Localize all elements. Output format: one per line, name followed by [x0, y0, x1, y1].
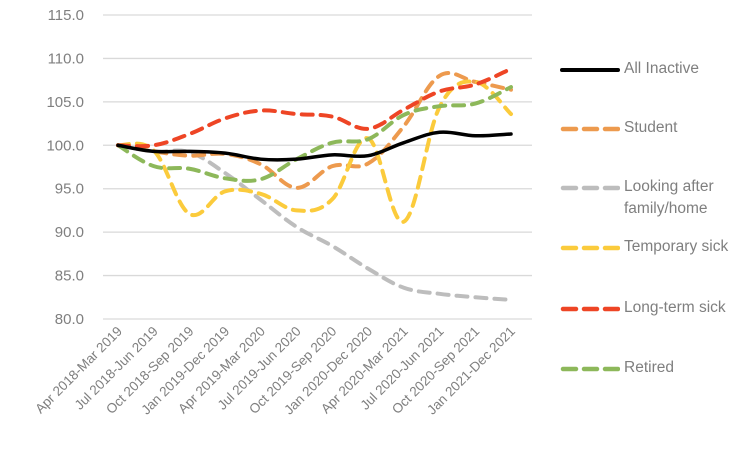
- y-tick-label: 90.0: [55, 224, 84, 241]
- legend-swatch-dashed-icon: [560, 185, 620, 191]
- series-lines: [116, 66, 513, 302]
- series-line-long-term-sick: [116, 66, 513, 149]
- legend-swatch-dashed-icon: [560, 126, 620, 132]
- legend-swatch-dashed-icon: [560, 245, 620, 251]
- legend-label: Long-term sick: [624, 299, 726, 316]
- y-tick-label: 80.0: [55, 311, 84, 328]
- legend-label: All Inactive: [624, 60, 699, 77]
- y-tick-label: 100.0: [46, 137, 84, 154]
- y-tick-label: 105.0: [46, 94, 84, 111]
- y-axis-ticks: 115.0 110.0 105.0 100.0 95.0 90.0 85.0 80.0: [46, 7, 84, 328]
- gridlines: [103, 14, 532, 320]
- y-tick-label: 110.0: [48, 50, 84, 67]
- legend-item-all-inactive: All Inactive: [560, 60, 699, 80]
- series-line-retired: [116, 85, 513, 183]
- legend-item-long-term-sick: Long-term sick: [560, 299, 726, 319]
- legend-swatch-solid-icon: [560, 68, 620, 72]
- legend-label: Student: [624, 119, 678, 136]
- legend-label: Retired: [624, 359, 674, 376]
- y-tick-label: 85.0: [55, 268, 84, 285]
- legend-item-retired: Retired: [560, 359, 674, 379]
- legend-label: Temporary sick: [624, 238, 729, 255]
- series-line-student: [116, 71, 513, 190]
- series-line-all-inactive: [116, 130, 513, 162]
- legend-item-student: Student: [560, 119, 677, 139]
- legend-item-temporary-sick: Temporary sick: [560, 238, 728, 258]
- legend-swatch-dashed-icon: [560, 306, 620, 312]
- legend-swatch-dashed-icon: [560, 366, 620, 372]
- y-tick-label: 95.0: [55, 181, 84, 198]
- legend-label: Looking after family/home: [624, 178, 714, 217]
- legend-item-looking-after-family-home: Looking after family/home: [560, 178, 744, 220]
- y-tick-label: 115.0: [48, 7, 84, 24]
